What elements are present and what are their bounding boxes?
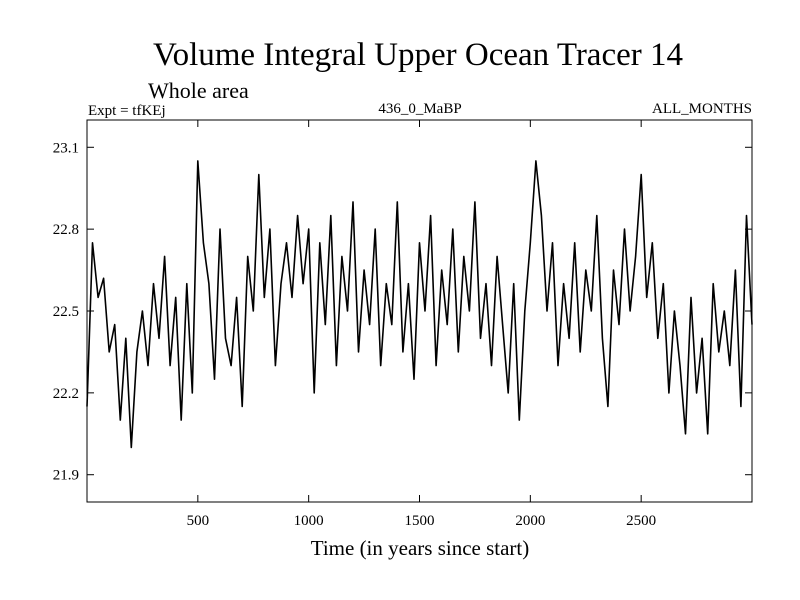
x-axis-label: Time (in years since start) xyxy=(311,536,530,560)
x-tick-label: 1000 xyxy=(294,513,324,529)
x-tick-label: 1500 xyxy=(405,513,435,529)
plot-frame xyxy=(86,119,753,503)
y-tick-label: 22.2 xyxy=(53,386,79,402)
x-tick-label: 2000 xyxy=(515,513,545,529)
chart-title: Volume Integral Upper Ocean Tracer 14 xyxy=(153,37,683,73)
series-line xyxy=(86,160,753,449)
x-axis-ticks: 500 1000 1500 2000 2500 xyxy=(187,120,656,529)
y-tick-label: 22.8 xyxy=(53,222,79,238)
x-tick-label: 2500 xyxy=(626,513,656,529)
x-tick-label: 500 xyxy=(187,513,210,529)
y-axis-ticks: 21.9 22.2 22.5 22.8 23.1 xyxy=(53,140,752,484)
y-tick-label: 23.1 xyxy=(53,140,79,156)
experiment-label: Expt = tfKEj xyxy=(88,103,166,119)
y-tick-label: 22.5 xyxy=(53,304,79,320)
y-tick-label: 21.9 xyxy=(53,468,79,484)
chart-subtitle: Whole area xyxy=(148,78,249,103)
period-label: 436_0_MaBP xyxy=(378,101,461,117)
months-label: ALL_MONTHS xyxy=(652,101,752,117)
